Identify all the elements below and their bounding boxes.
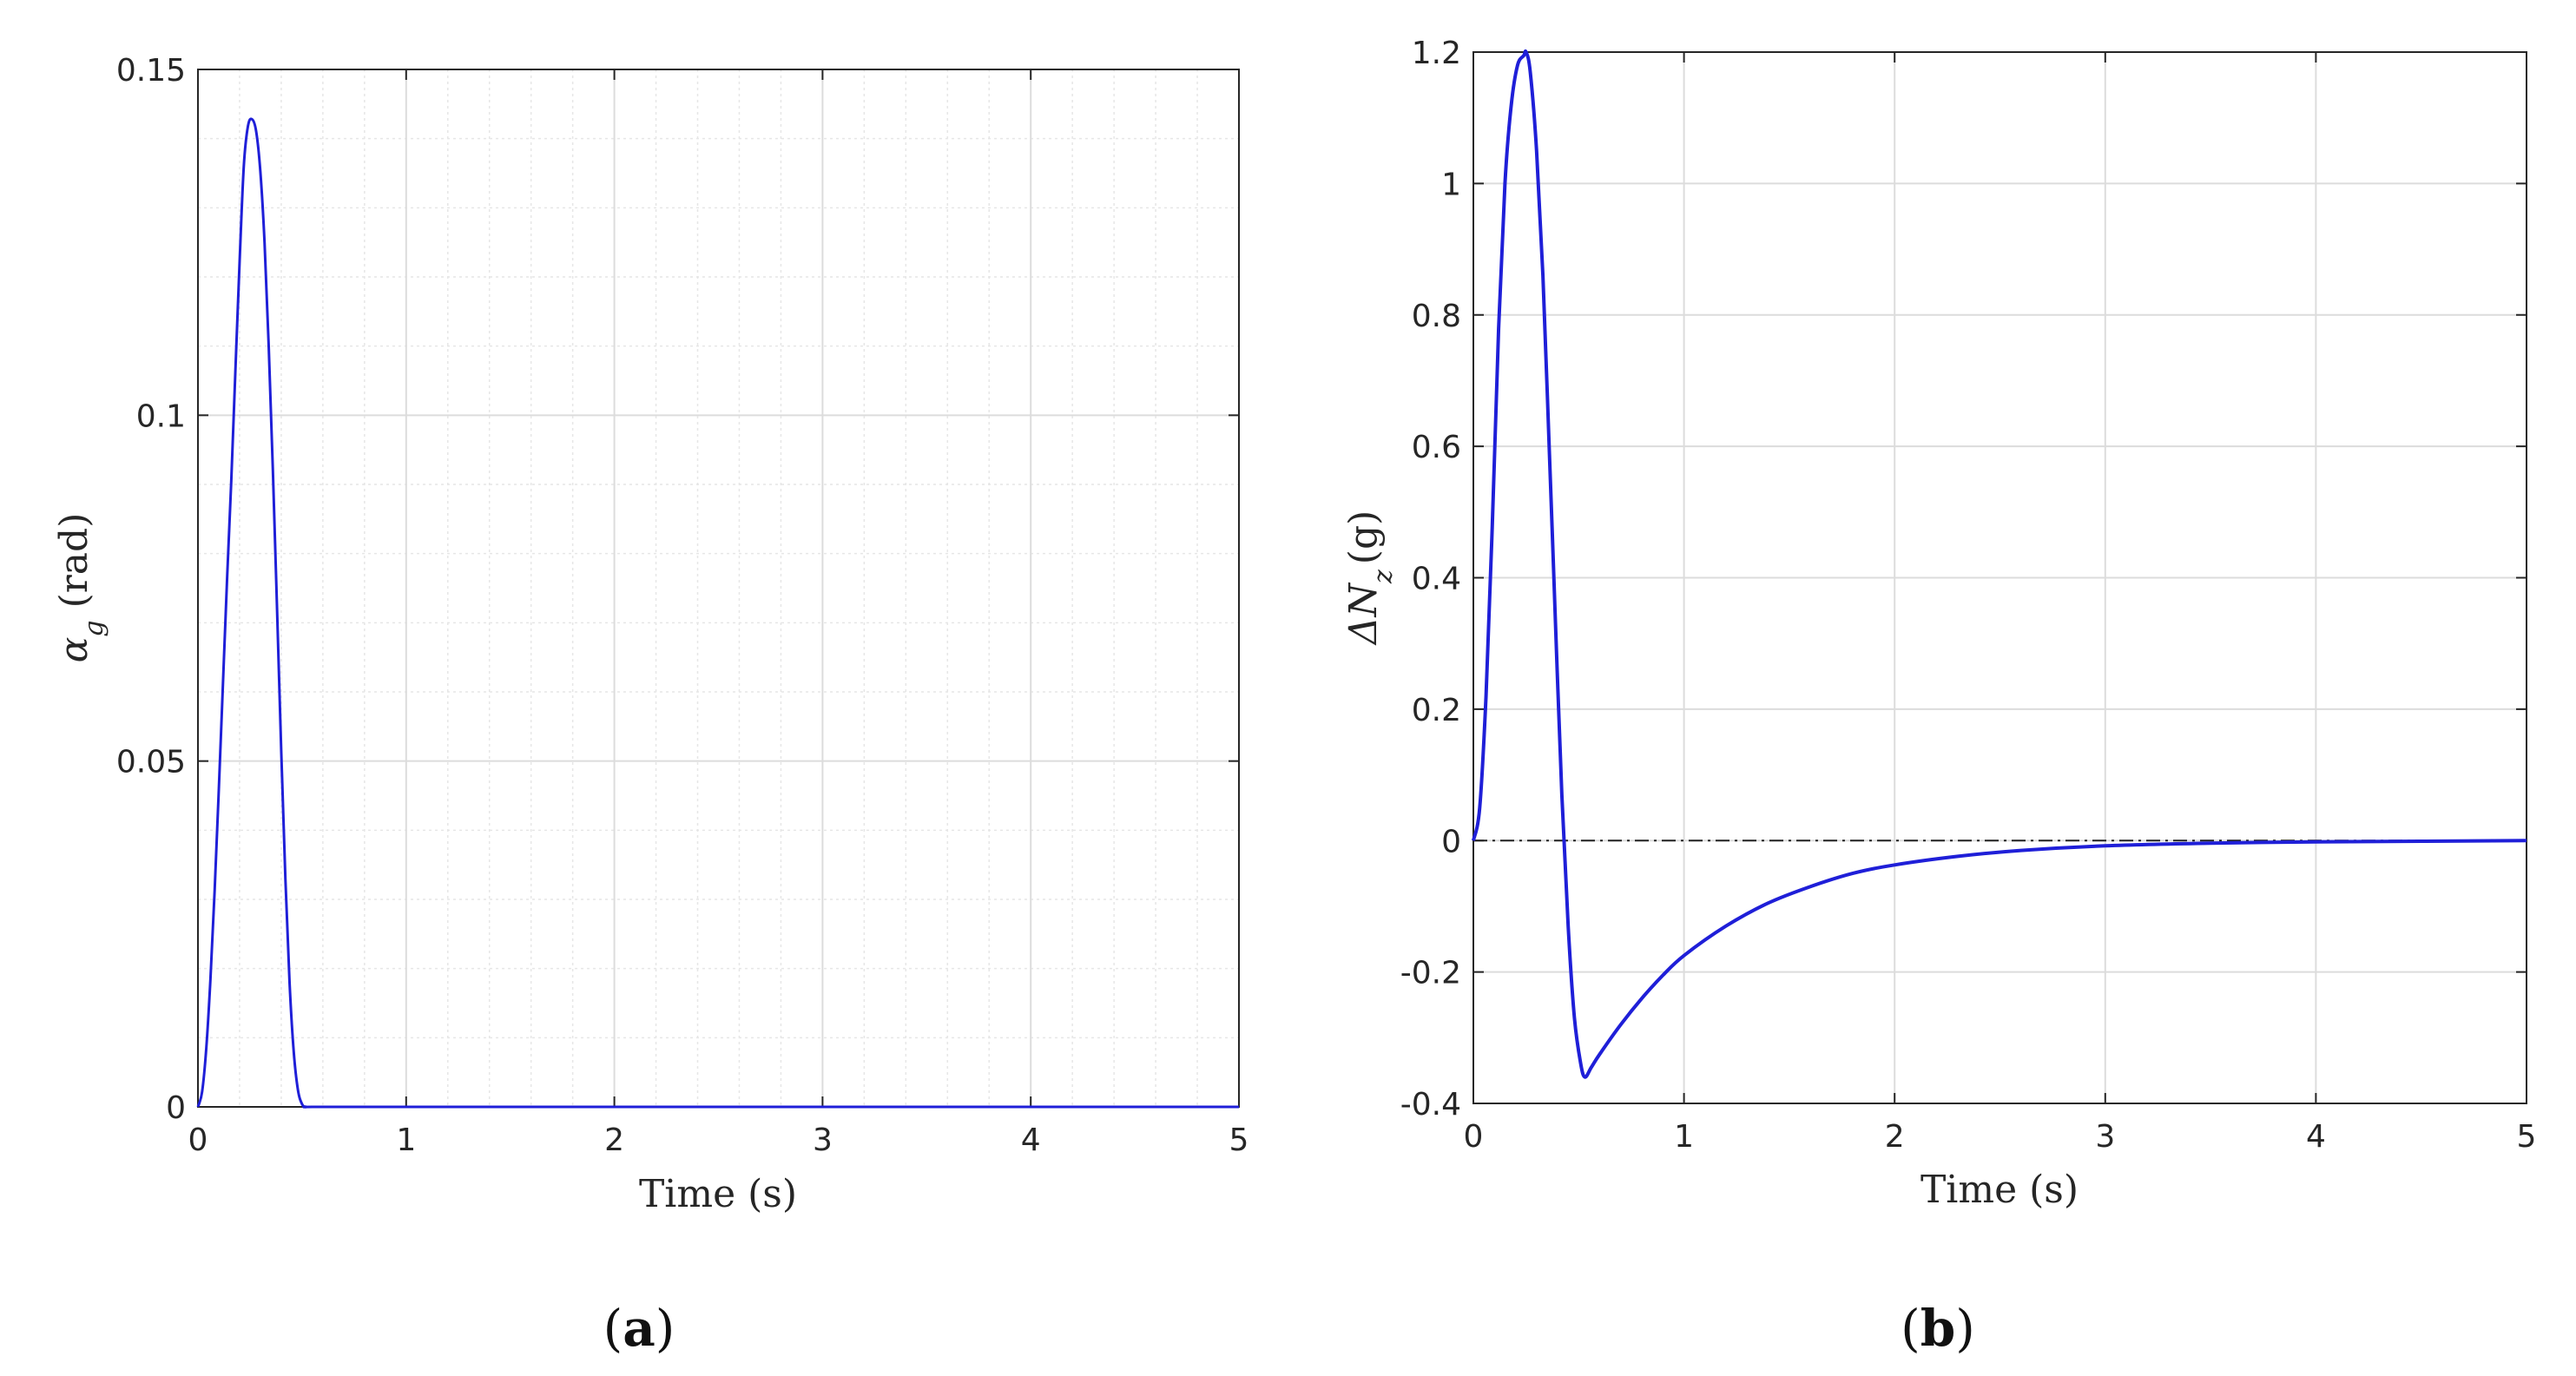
caption-a-letter: a [623, 1299, 656, 1358]
chart-b-ytick-label: 0.8 [1412, 299, 1461, 334]
chart-b-ylabel-unit: (g) [1341, 510, 1386, 565]
chart-a-xtick-label: 5 [1229, 1123, 1249, 1158]
chart-a-series-line [196, 117, 1239, 1109]
chart-b-ylabel-symbol: ΔN [1341, 583, 1386, 647]
chart-b-xtick-label: 5 [2517, 1119, 2537, 1155]
chart-b-xtick-label: 0 [1464, 1119, 1484, 1155]
caption-b-letter: b [1920, 1299, 1956, 1358]
chart-b-ylabel: ΔNz (g) [1341, 510, 1399, 647]
chart-b-ticks: 0 1 2 3 4 5 -0.4 -0.2 0 0.2 0.4 0.6 0.8 1 1.2 [1400, 36, 2537, 1155]
chart-b-series-line [1472, 49, 2527, 1079]
chart-b-ylabel-subscript: z [1368, 569, 1399, 584]
chart-b-grid [1473, 52, 2527, 1103]
caption-a: (a) [603, 1299, 675, 1358]
chart-b-xtick-label: 1 [1674, 1119, 1694, 1155]
chart-a-ytick-label: 0.15 [116, 53, 186, 89]
chart-b-xtick-label: 3 [2095, 1119, 2115, 1155]
chart-a-xtick-label: 4 [1021, 1123, 1041, 1158]
chart-a: 0 1 2 3 4 5 0 0.05 0.1 0.15 Time (s) αg (rad) (a) [52, 53, 1248, 1358]
caption-b: (b) [1901, 1299, 1975, 1358]
chart-a-ylabel-subscript: g [79, 620, 109, 636]
chart-b-xtick-label: 2 [1885, 1119, 1905, 1155]
chart-a-axes-box [197, 69, 1240, 1108]
chart-a-ytick-label: 0 [166, 1090, 186, 1126]
chart-a-ylabel-symbol: α [52, 637, 96, 663]
chart-b-ytick-label: 1 [1441, 167, 1461, 202]
chart-b-ytick-label: 0.4 [1412, 562, 1461, 597]
chart-b-ytick-label: -0.4 [1400, 1087, 1461, 1123]
chart-b-xlabel: Time (s) [1920, 1168, 2079, 1212]
chart-b-ytick-label: 1.2 [1412, 36, 1461, 71]
chart-b-ytick-label: 0.2 [1412, 693, 1461, 728]
chart-a-xtick-label: 2 [604, 1123, 624, 1158]
chart-a-xtick-label: 0 [188, 1123, 208, 1158]
chart-a-grid [198, 69, 1239, 1107]
chart-a-xtick-label: 1 [396, 1123, 416, 1158]
chart-a-xlabel: Time (s) [639, 1172, 797, 1216]
chart-b-ytick-label: -0.2 [1400, 956, 1461, 991]
chart-a-ytick-label: 0.1 [136, 398, 186, 434]
chart-b-ytick-label: 0.6 [1412, 430, 1461, 465]
chart-a-ytick-label: 0.05 [116, 745, 186, 780]
chart-a-ticks: 0 1 2 3 4 5 0 0.05 0.1 0.15 [116, 53, 1249, 1158]
chart-b-xtick-label: 4 [2306, 1119, 2326, 1155]
chart-a-ylabel-unit: (rad) [52, 513, 96, 609]
chart-b-ytick-label: 0 [1441, 824, 1461, 859]
chart-a-ylabel: αg (rad) [52, 513, 109, 663]
chart-b: 0 1 2 3 4 5 -0.4 -0.2 0 0.2 0.4 0.6 0.8 1 1.2 Time (s)… [1341, 36, 2536, 1358]
chart-a-xtick-label: 3 [813, 1123, 833, 1158]
